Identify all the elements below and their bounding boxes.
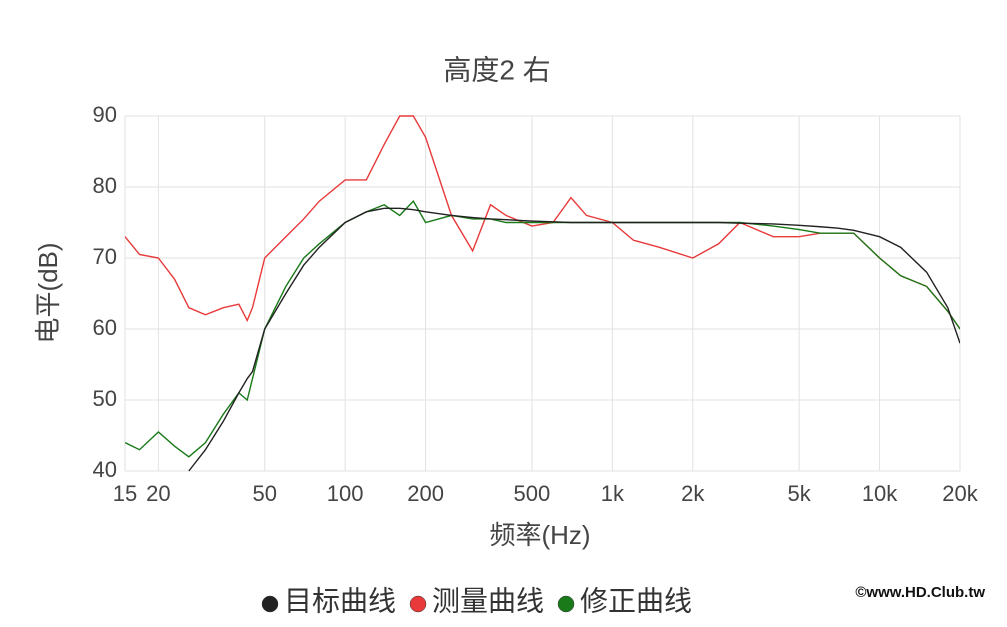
x-tick-label: 15 bbox=[113, 481, 137, 506]
legend-marker bbox=[409, 595, 427, 613]
y-axis-label: 电平(dB) bbox=[33, 242, 63, 343]
x-tick-label: 50 bbox=[252, 481, 276, 506]
x-axis-label: 频率(Hz) bbox=[489, 520, 590, 550]
y-tick-label: 70 bbox=[93, 244, 117, 269]
y-tick-label: 40 bbox=[93, 457, 117, 482]
watermark: ©www.HD.Club.tw bbox=[855, 584, 985, 601]
series-line bbox=[188, 207, 960, 472]
legend-marker bbox=[261, 595, 279, 613]
legend-marker bbox=[557, 595, 575, 613]
legend-label: 修正曲线 bbox=[580, 585, 692, 616]
series-line bbox=[125, 115, 960, 330]
x-tick-label: 200 bbox=[407, 481, 444, 506]
y-tick-label: 50 bbox=[93, 386, 117, 411]
x-tick-label: 500 bbox=[514, 481, 551, 506]
x-tick-label: 100 bbox=[327, 481, 364, 506]
x-tick-label: 10k bbox=[862, 481, 898, 506]
chart-title: 高度2 右 bbox=[443, 54, 550, 85]
legend-label: 测量曲线 bbox=[432, 585, 544, 616]
y-tick-label: 90 bbox=[93, 102, 117, 127]
y-tick-label: 80 bbox=[93, 173, 117, 198]
x-tick-label: 1k bbox=[601, 481, 625, 506]
x-tick-label: 20 bbox=[146, 481, 170, 506]
x-tick-label: 5k bbox=[788, 481, 812, 506]
series-line bbox=[125, 200, 960, 458]
x-tick-label: 20k bbox=[942, 481, 978, 506]
legend-label: 目标曲线 bbox=[284, 585, 396, 616]
x-tick-label: 2k bbox=[681, 481, 705, 506]
y-tick-label: 60 bbox=[93, 315, 117, 340]
